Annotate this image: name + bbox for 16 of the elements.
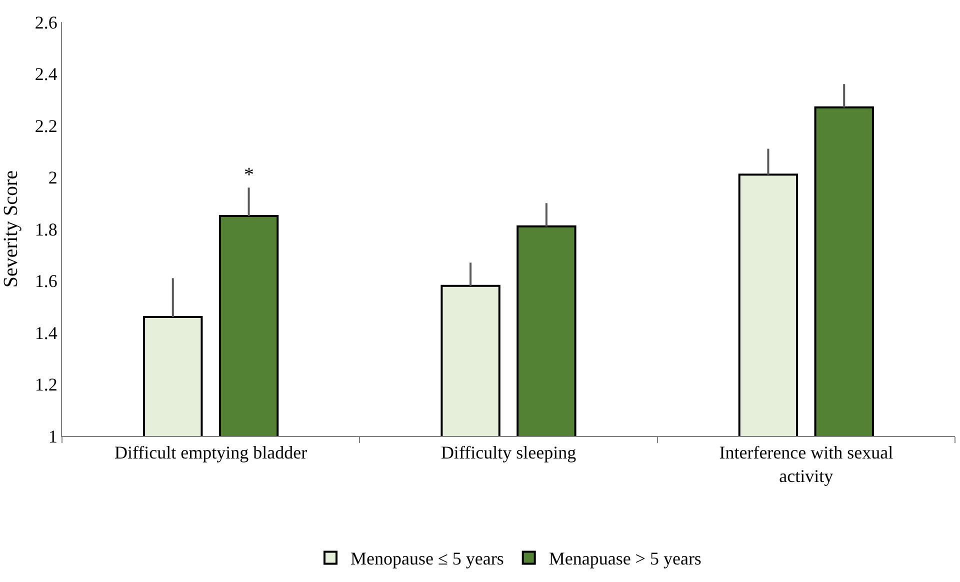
y-tick-label: 2.2 bbox=[34, 116, 58, 136]
y-tick-label: 2.6 bbox=[34, 12, 58, 32]
y-tick-label: 1.2 bbox=[34, 374, 58, 395]
y-tick-label: 1 bbox=[48, 426, 58, 446]
y-tick-label: 2.4 bbox=[34, 64, 58, 84]
y-axis-title: Severity Score bbox=[0, 170, 22, 288]
x-tick-label: Interference with sexual activity bbox=[719, 442, 894, 486]
y-tick-label: 1.8 bbox=[34, 219, 58, 240]
legend-label: Menopause ≤ 5 years bbox=[350, 548, 504, 569]
x-tick-label: Difficult emptying bladder bbox=[114, 442, 308, 463]
x-tick-label: Difficulty sleeping bbox=[440, 442, 576, 463]
y-tick-label: 1.6 bbox=[34, 271, 58, 292]
y-tick-label: 1.4 bbox=[34, 322, 58, 343]
legend-label: Menapuase > 5 years bbox=[548, 548, 702, 569]
y-tick-label: 2 bbox=[48, 168, 58, 188]
annotation: * bbox=[244, 164, 254, 186]
